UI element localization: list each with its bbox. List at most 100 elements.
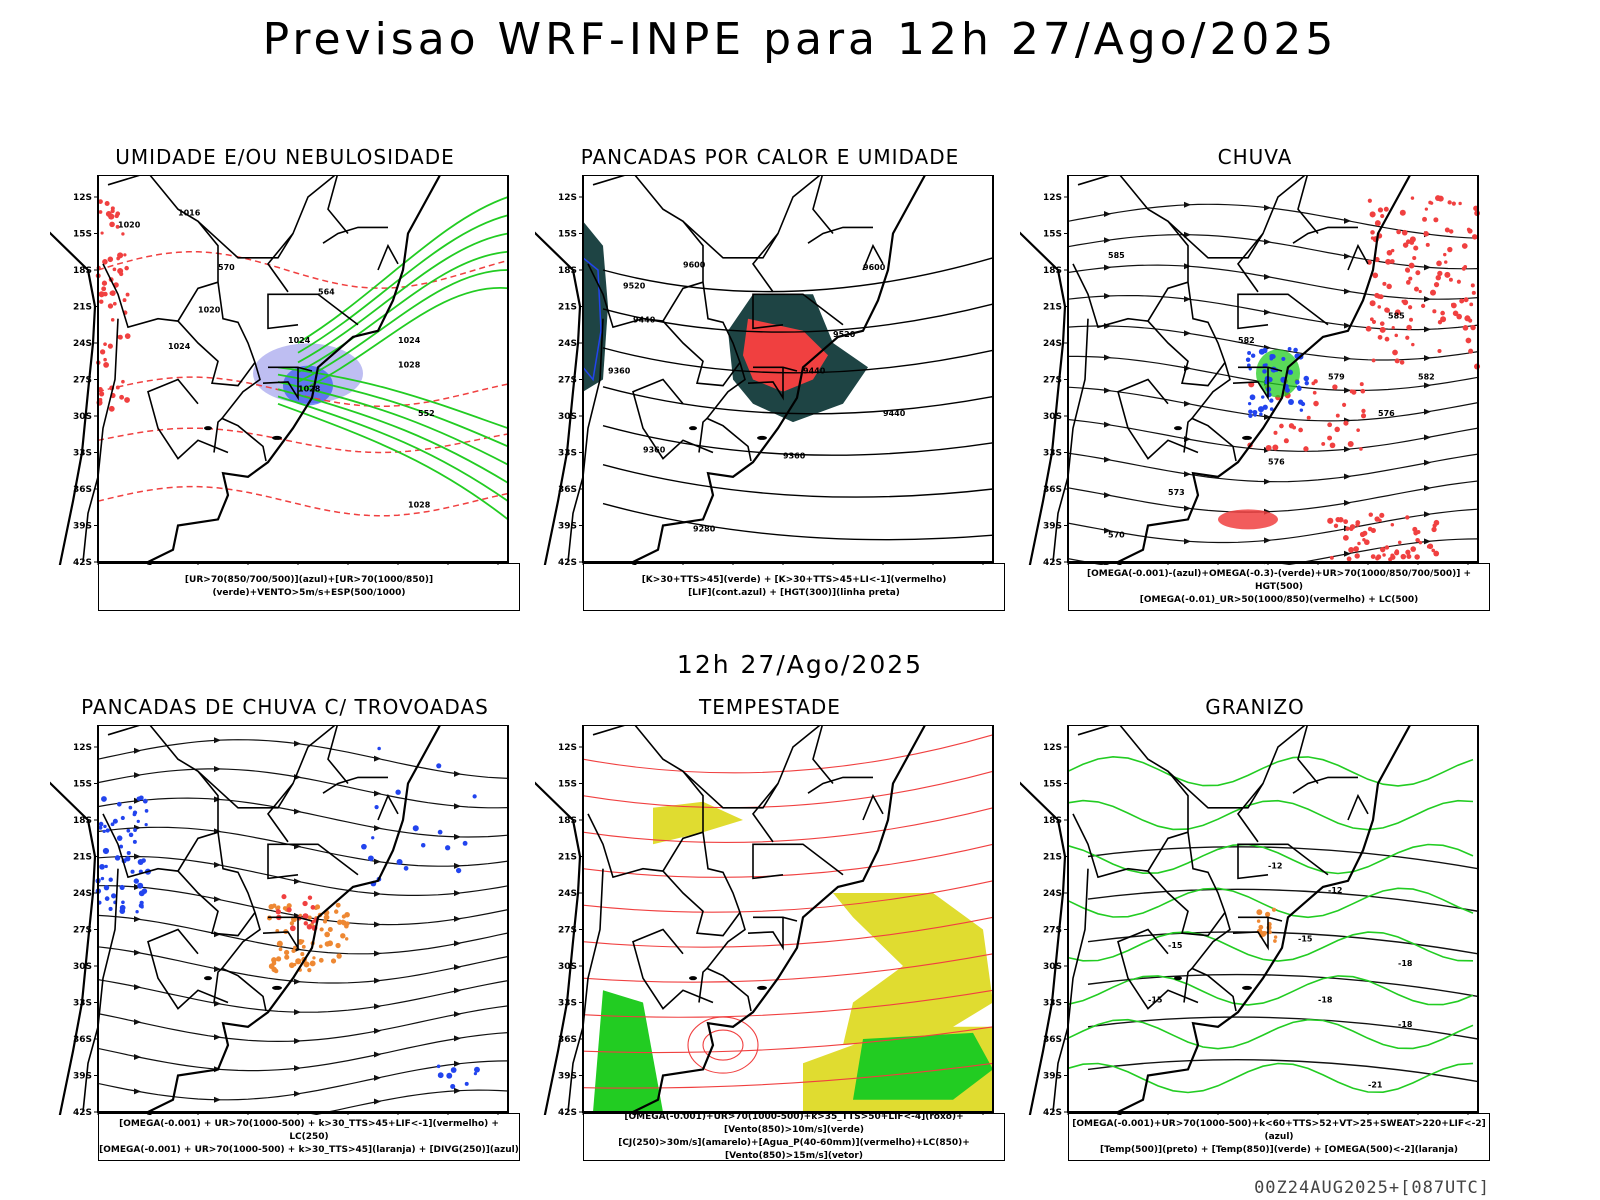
contour-label: 9440	[803, 366, 826, 375]
thunder-dot	[309, 960, 316, 967]
streamline-arrow	[1424, 326, 1431, 333]
rain-speckle	[1329, 555, 1334, 560]
y-tick-label: 42S	[73, 558, 92, 565]
streamline-850	[582, 807, 994, 843]
rain-speckle	[1456, 313, 1462, 320]
rain-speckle	[1465, 337, 1472, 344]
legend-line: [CJ(250)>30m/s](amarelo)+[Agua_P(40-60mm…	[618, 1138, 970, 1161]
y-tick-label: 21S	[558, 303, 577, 313]
divergence-dot	[101, 796, 107, 802]
divergence-dot	[144, 809, 149, 813]
coastline	[631, 175, 927, 565]
panel-pancadas-calor: PANCADAS POR CALOR E UMIDADE 9600 9520 944…	[535, 145, 1005, 620]
map-trovoadas: 12S15S18S21S24S27S30S33S36S39S42S70W65W6…	[50, 725, 509, 1115]
border-line	[107, 725, 267, 1012]
rain-speckle	[1448, 229, 1454, 234]
legend-line: [OMEGA(-0.001) + UR>70(1000-500) + k>30_…	[99, 1144, 519, 1155]
streamline-arrow	[1264, 238, 1271, 245]
thunder-dot	[335, 902, 341, 908]
rain-core	[1256, 349, 1300, 398]
streamline	[97, 855, 509, 896]
divergence-dot	[377, 746, 381, 751]
rain-speckle	[1413, 245, 1419, 251]
divergence-dot	[450, 1067, 457, 1073]
streamline-arrow	[454, 940, 461, 947]
border-line	[1077, 725, 1237, 1012]
y-tick-label: 42S	[1043, 1108, 1062, 1115]
lagoon	[272, 435, 282, 440]
streamline-arrow	[374, 1003, 381, 1010]
lagoon	[1242, 985, 1252, 990]
thunder-dot	[312, 956, 316, 960]
omega-speckle	[1269, 398, 1274, 403]
red-speckle	[117, 267, 124, 274]
map-frame	[1067, 725, 1479, 1113]
red-speckle	[110, 318, 115, 322]
coastline	[146, 725, 442, 1115]
red-speckle	[124, 333, 131, 339]
divergence-dot	[132, 810, 138, 815]
red-speckle	[103, 342, 107, 346]
rain-speckle	[1273, 430, 1278, 435]
rain-speckle	[1459, 298, 1465, 304]
coastline	[146, 175, 442, 565]
legend-pancadas-calor: [K>30+TTS>45](verde) + [K>30+TTS>45+LI<-…	[583, 563, 1005, 611]
divergence-dot	[114, 855, 121, 861]
thunder-dot	[301, 944, 306, 949]
thunder-dot	[300, 952, 305, 957]
streamline-850	[582, 989, 994, 1018]
streamline-arrow	[374, 1074, 381, 1081]
temp500-contour	[1087, 973, 1479, 998]
divergence-dot	[98, 825, 103, 830]
border-line	[1232, 917, 1269, 951]
border-line	[1077, 175, 1237, 462]
border-line	[807, 226, 873, 244]
streamline-arrow	[214, 1034, 221, 1041]
streamline-arrow	[1424, 264, 1431, 271]
rain-speckle	[1444, 227, 1450, 233]
omega-speckle	[1252, 409, 1258, 415]
border-line	[262, 367, 299, 401]
red-speckle	[98, 210, 103, 214]
panel-chuva: CHUVA 585 582 579 576 576 573 570 582 585 12S 15S 1…	[1020, 145, 1490, 620]
border-line	[268, 916, 313, 922]
rain-speckle	[1426, 544, 1431, 549]
omega500-dot	[1256, 909, 1263, 916]
map-base	[1020, 725, 1412, 1115]
streamline-arrow	[1104, 456, 1111, 463]
rain-speckle	[1423, 231, 1429, 237]
streamline-arrow	[1104, 292, 1111, 299]
panel-title: CHUVA	[1217, 145, 1293, 169]
red-speckle	[99, 349, 106, 355]
rain-speckle	[1369, 211, 1376, 218]
streamline	[1067, 538, 1479, 565]
rain-speckle	[1371, 319, 1377, 324]
divergence-dot	[100, 876, 105, 881]
border-line	[1052, 318, 1089, 563]
y-tick-label: 21S	[1043, 853, 1062, 863]
contour-label: 9440	[883, 409, 906, 418]
map-frame	[582, 725, 994, 1113]
y-tick-label: 33S	[558, 999, 577, 1009]
red-speckle	[104, 200, 110, 206]
y-tick-label: 42S	[558, 558, 577, 565]
y-tick-label: 30S	[73, 962, 92, 972]
rain-speckle	[1463, 297, 1469, 303]
border-line	[1117, 928, 1199, 1010]
thunder-dot	[303, 961, 310, 968]
red-speckle	[102, 259, 108, 265]
y-tick-label: 36S	[1043, 485, 1062, 495]
divergence-dot	[361, 843, 367, 850]
rain-speckle	[1470, 324, 1476, 331]
rain-speckle	[1401, 229, 1408, 236]
legend-line: [OMEGA(-0.001)-(azul)+OMEGA(-0.3)-(verde…	[1086, 568, 1472, 592]
rain-speckle	[1418, 540, 1423, 545]
red-speckle	[119, 394, 125, 400]
contour-label: 573	[1168, 488, 1185, 497]
red-speckle	[117, 334, 122, 339]
cyclone-streamline	[687, 1016, 759, 1074]
red-speckle	[107, 256, 114, 263]
lagoon	[689, 426, 697, 431]
border-line	[213, 417, 223, 453]
rain-speckle	[1348, 546, 1355, 553]
